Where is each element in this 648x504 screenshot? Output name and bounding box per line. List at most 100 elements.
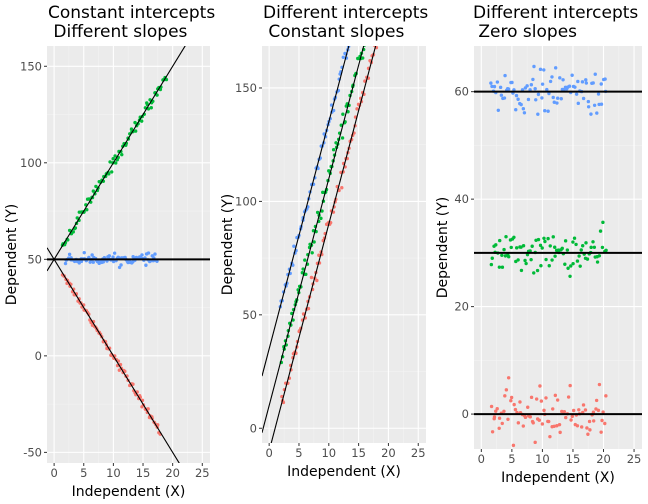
data-point: [555, 101, 559, 105]
data-point: [597, 382, 602, 387]
data-point: [331, 147, 336, 152]
data-point: [552, 424, 556, 428]
data-point: [507, 255, 511, 259]
data-point: [577, 408, 581, 412]
data-point: [573, 85, 577, 89]
data-point: [514, 246, 519, 250]
data-point: [82, 250, 86, 255]
data-point: [595, 260, 600, 264]
data-point: [580, 425, 584, 429]
data-point: [591, 81, 595, 85]
data-point: [107, 254, 112, 258]
data-point: [584, 78, 588, 82]
x-tick-label: 20: [596, 452, 611, 466]
data-point: [292, 244, 296, 248]
regression-line: [262, 46, 350, 377]
chart-title-line: Different slopes: [48, 22, 188, 42]
data-point: [587, 419, 592, 424]
data-point: [579, 248, 583, 252]
data-point: [600, 418, 604, 423]
data-point: [570, 414, 574, 419]
data-point: [503, 73, 507, 78]
data-point: [153, 252, 157, 256]
data-point: [131, 382, 135, 386]
x-tick-label: 20: [165, 466, 180, 480]
data-point: [489, 262, 494, 267]
panel-constant-slopes: Different intercepts Constant slopes 0 5 10…: [220, 3, 428, 480]
data-point: [575, 259, 580, 263]
data-point: [599, 82, 603, 86]
y-tick-label: 40: [454, 192, 469, 206]
data-point: [502, 247, 506, 252]
data-point: [510, 80, 514, 85]
data-point: [516, 258, 520, 262]
data-point: [523, 415, 528, 420]
data-point: [594, 398, 599, 403]
data-point: [331, 108, 336, 113]
data-point: [540, 246, 544, 250]
data-point: [492, 415, 497, 419]
data-point: [529, 395, 534, 400]
data-point: [85, 208, 89, 212]
data-point: [140, 253, 144, 257]
data-point: [537, 418, 541, 422]
x-tick-label: 15: [566, 452, 581, 466]
data-point: [553, 393, 558, 398]
data-point: [560, 246, 564, 251]
data-point: [519, 245, 523, 249]
data-point: [512, 88, 516, 92]
data-point: [514, 108, 518, 112]
data-point: [531, 77, 535, 82]
data-point: [521, 244, 526, 248]
data-point: [586, 432, 590, 436]
data-point: [592, 245, 597, 249]
data-point: [589, 112, 593, 116]
x-tick-label: 25: [195, 466, 210, 480]
data-point: [108, 160, 112, 164]
data-point: [571, 408, 576, 413]
data-point: [521, 424, 526, 428]
data-point: [304, 272, 308, 277]
data-point: [577, 254, 581, 258]
x-tick-label: 10: [535, 452, 550, 466]
data-point: [588, 428, 592, 432]
data-point: [320, 209, 324, 213]
data-point: [110, 170, 114, 174]
data-point: [524, 261, 528, 266]
data-point: [581, 244, 585, 248]
data-point: [101, 260, 106, 264]
data-point: [149, 106, 153, 110]
data-point: [513, 407, 518, 412]
data-point: [113, 154, 117, 158]
data-point: [566, 395, 571, 399]
data-point: [596, 408, 601, 413]
data-point: [490, 430, 495, 434]
data-point: [576, 79, 580, 84]
data-point: [291, 263, 295, 267]
data-point: [310, 251, 314, 255]
data-point: [593, 72, 597, 76]
data-point: [500, 265, 505, 269]
data-point: [528, 249, 532, 253]
y-tick-label: 150: [20, 59, 42, 73]
data-point: [532, 64, 536, 69]
data-point: [355, 107, 359, 111]
data-point: [492, 84, 497, 89]
regression-line: [262, 46, 365, 433]
data-point: [547, 264, 551, 268]
data-point: [563, 239, 568, 243]
data-point: [146, 407, 150, 411]
data-point: [536, 92, 541, 97]
data-point: [500, 421, 504, 426]
y-tick-label: 0: [250, 421, 257, 435]
x-axis-label: Independent (X): [287, 464, 401, 480]
data-point: [584, 81, 589, 85]
data-point: [600, 245, 605, 250]
data-point: [317, 253, 321, 257]
data-point: [497, 265, 502, 269]
data-point: [495, 407, 499, 411]
y-tick-label: 150: [235, 81, 257, 95]
data-point: [525, 84, 529, 88]
data-point: [497, 416, 502, 420]
data-point: [311, 229, 316, 233]
